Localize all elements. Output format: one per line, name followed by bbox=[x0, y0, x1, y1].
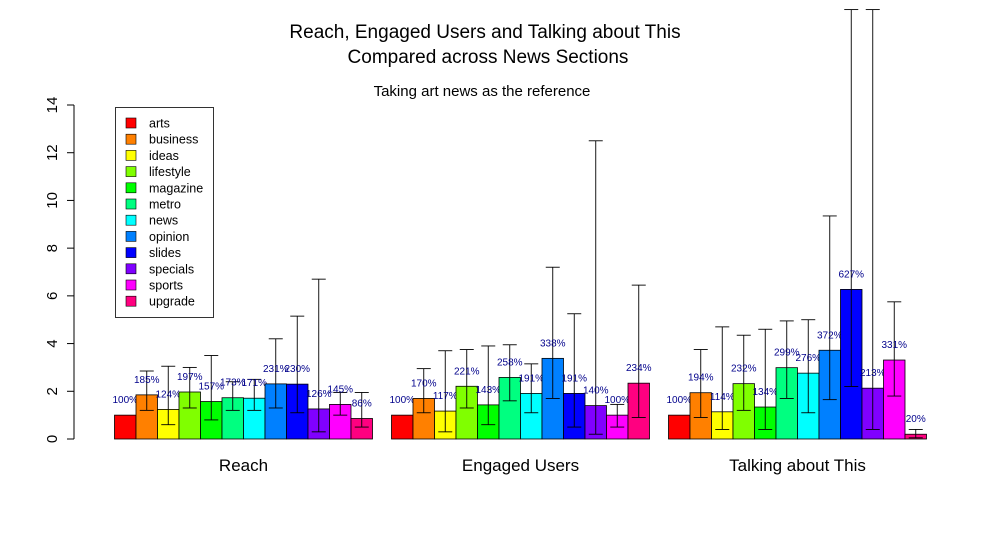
bar-value-label: 231% bbox=[263, 364, 289, 375]
legend-swatch bbox=[125, 150, 137, 161]
bar-value-label: 299% bbox=[774, 348, 800, 359]
legend-label: lifestyle bbox=[149, 165, 191, 179]
bar-value-label: 100% bbox=[666, 395, 692, 406]
legend-swatch bbox=[125, 263, 137, 275]
bar-value-label: 372% bbox=[817, 330, 843, 341]
legend-label: upgrade bbox=[149, 295, 195, 309]
y-tick-label: 12 bbox=[44, 144, 61, 161]
bar-value-label: 100% bbox=[112, 395, 138, 406]
chart-subtitle: Taking art news as the reference bbox=[374, 83, 591, 100]
bar-value-label: 191% bbox=[518, 373, 544, 384]
bar-value-label: 170% bbox=[411, 378, 437, 389]
chart-title-line-2: Compared across News Sections bbox=[348, 47, 629, 68]
legend-label: specials bbox=[149, 262, 194, 276]
bar-value-label: 100% bbox=[604, 395, 630, 406]
legend-swatch bbox=[125, 279, 137, 291]
bar bbox=[668, 414, 691, 440]
legend-label: business bbox=[149, 133, 198, 147]
bar-value-label: 232% bbox=[731, 364, 757, 375]
bar-value-label: 20% bbox=[906, 414, 926, 425]
legend-swatch bbox=[125, 214, 137, 226]
bar-value-label: 86% bbox=[352, 398, 372, 409]
legend-swatch bbox=[125, 295, 137, 307]
bar-value-label: 213% bbox=[860, 368, 886, 379]
bar-value-label: 114% bbox=[710, 392, 735, 403]
y-tick-label: 8 bbox=[44, 244, 61, 252]
y-tick-label: 2 bbox=[44, 387, 61, 395]
legend-label: sports bbox=[149, 279, 183, 293]
plot-area: Reach 100% 185% 124% 197%157%173%171% 231%230… bbox=[112, 9, 927, 475]
bar-value-label: 194% bbox=[688, 373, 714, 384]
legend-swatch bbox=[125, 247, 137, 258]
bar bbox=[391, 414, 414, 440]
legend-swatch bbox=[125, 166, 137, 177]
y-tick-label: 4 bbox=[44, 339, 61, 347]
bar-value-label: 276% bbox=[795, 353, 821, 364]
legend-swatch bbox=[125, 198, 137, 210]
bar-value-label: 100% bbox=[389, 395, 415, 406]
bar-value-label: 258% bbox=[497, 357, 523, 368]
group-label: Reach bbox=[219, 456, 268, 475]
y-axis: 0 2 4 6 8 10 12 14 bbox=[44, 97, 75, 443]
bar-value-label: 117% bbox=[433, 391, 458, 402]
legend-label: news bbox=[149, 214, 178, 228]
bar-value-label: 171% bbox=[241, 378, 267, 389]
legend-label: ideas bbox=[149, 149, 179, 163]
bar-value-label: 157% bbox=[198, 382, 224, 393]
bar-value-label: 338% bbox=[540, 338, 566, 349]
bar-value-label: 173% bbox=[220, 378, 246, 389]
legend-label: opinion bbox=[149, 230, 189, 244]
bar-value-label: 126% bbox=[306, 389, 332, 400]
legend-label: metro bbox=[149, 198, 181, 212]
legend-label: magazine bbox=[149, 181, 203, 195]
bar-value-label: 185% bbox=[134, 375, 160, 386]
bar bbox=[114, 414, 137, 440]
y-tick-label: 6 bbox=[44, 292, 61, 300]
y-tick-label: 14 bbox=[44, 97, 61, 114]
legend-swatch bbox=[125, 133, 137, 145]
bar-value-label: 221% bbox=[454, 366, 480, 377]
bar-value-label: 234% bbox=[626, 363, 652, 374]
legend-swatch bbox=[125, 231, 137, 242]
bar-value-label: 197% bbox=[177, 372, 203, 383]
bar-value-label: 627% bbox=[838, 269, 864, 280]
group-label: Talking about This bbox=[729, 456, 866, 475]
bar-value-label: 134% bbox=[752, 387, 778, 398]
bar-value-label: 140% bbox=[583, 386, 609, 397]
legend-swatch bbox=[125, 117, 137, 129]
legend-label: arts bbox=[149, 117, 170, 131]
bar-value-label: 143% bbox=[475, 385, 501, 396]
group-label: Engaged Users bbox=[462, 456, 579, 475]
bar-value-label: 331% bbox=[881, 340, 907, 351]
legend-label: slides bbox=[149, 246, 181, 260]
y-tick-label: 10 bbox=[44, 192, 61, 209]
legend-swatch bbox=[125, 182, 137, 194]
chart-title-line-1: Reach, Engaged Users and Talking about T… bbox=[289, 22, 680, 43]
bar-value-label: 230% bbox=[284, 364, 310, 375]
bar-value-label: 145% bbox=[327, 384, 353, 395]
bar-value-label: 191% bbox=[561, 373, 587, 384]
legend: arts business ideas lifestyle magazine metro n… bbox=[115, 107, 214, 318]
bar-value-label: 124% bbox=[155, 389, 181, 400]
y-tick-label: 0 bbox=[44, 435, 61, 443]
